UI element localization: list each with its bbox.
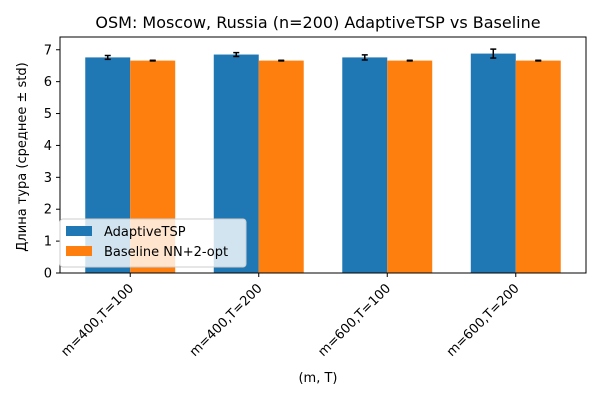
bar-baseline-nn-2-opt-2 [258,60,304,273]
y-tick-label-6: 6 [44,75,52,90]
x-tick-label-3: m=600,T=100 [315,281,394,360]
x-axis: m=400,T=100 m=400,T=200 m=600,T=100 m=600,T… [58,273,523,360]
error-bar-2-2 [278,59,285,62]
x-axis-label: (m, T) [298,371,337,386]
bar-adaptivetsp-4 [470,53,516,273]
legend: AdaptiveTSP Baseline NN+2-opt [59,218,247,268]
error-bar-2-3 [406,59,413,62]
y-tick-label-5: 5 [44,107,52,122]
chart-title: OSM: Moscow, Russia (n=200) AdaptiveTSP … [95,13,540,32]
error-bar-1-4 [490,48,497,59]
error-bar-2-1 [149,59,156,62]
legend-box [59,218,247,268]
bar-baseline-nn-2-opt-4 [515,60,561,273]
plot-frame [59,36,587,274]
legend-swatch-2 [66,246,92,256]
y-tick-label-7: 7 [44,43,52,58]
y-tick-label-0: 0 [44,267,52,282]
error-bar-1-3 [361,54,368,61]
y-tick-label-3: 3 [44,171,52,186]
legend-label-1: AdaptiveTSP [104,225,186,240]
y-axis-label: Длина тура (среднее ± std) [15,62,30,251]
error-bar-2-4 [535,59,542,62]
bars [85,53,561,273]
y-tick-label-4: 4 [44,139,52,154]
legend-swatch-1 [66,226,92,236]
y-tick-label-2: 2 [44,203,52,218]
y-axis: 0 1 2 3 4 5 6 7 [44,43,60,282]
x-tick-label-4: m=600,T=200 [444,281,523,360]
x-tick-label-2: m=400,T=200 [187,281,266,360]
x-tick-label-1: m=400,T=100 [58,281,137,360]
bar-baseline-nn-2-opt-3 [387,60,433,273]
legend-label-2: Baseline NN+2-opt [104,245,228,260]
error-bar-1-1 [104,54,111,61]
bar-adaptivetsp-3 [342,57,388,273]
error-bars [104,48,542,62]
error-bar-1-2 [233,51,240,58]
y-tick-label-1: 1 [44,235,52,250]
